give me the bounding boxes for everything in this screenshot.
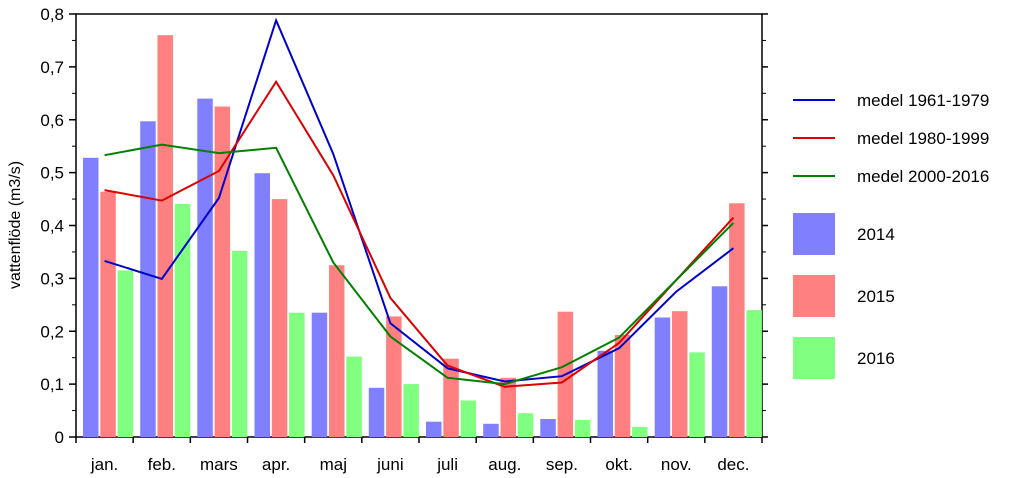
y-tick-label: 0,8 xyxy=(40,5,64,24)
legend-swatch-2016 xyxy=(793,337,835,379)
bar-2014-aug xyxy=(483,423,499,437)
bars xyxy=(83,35,762,438)
bar-2015-mars xyxy=(214,106,231,437)
y-axis-label: vattenflöde (m3/s) xyxy=(7,161,24,289)
x-tick-label-maj: maj xyxy=(320,455,347,474)
legend-label-medel-1980-1999: medel 1980-1999 xyxy=(857,129,989,148)
legend-label-medel-1961-1979: medel 1961-1979 xyxy=(857,91,989,110)
x-tick-label-okt: okt. xyxy=(605,455,632,474)
lines xyxy=(104,17,735,388)
y-tick-label: 0,1 xyxy=(40,375,64,394)
bar-2014-dec xyxy=(711,286,728,437)
bar-2014-sep xyxy=(540,419,556,437)
bar-2016-feb xyxy=(174,203,191,437)
legend-label-2016: 2016 xyxy=(857,349,895,368)
bar-2016-apr xyxy=(289,312,305,437)
bar-2016-juni xyxy=(403,384,419,437)
bar-2016-jan xyxy=(117,270,134,437)
bar-2015-nov xyxy=(672,311,688,437)
bar-2015-maj xyxy=(329,265,345,437)
legend-swatch-2015 xyxy=(793,275,835,317)
y-tick-label: 0,5 xyxy=(40,164,64,183)
bar-2014-apr xyxy=(254,173,270,437)
x-tick-label-apr: apr. xyxy=(262,455,290,474)
x-tick-label-dec: dec. xyxy=(717,455,749,474)
y-tick-label: 0,3 xyxy=(40,269,64,288)
bar-2014-juli xyxy=(426,421,442,437)
bar-2014-maj xyxy=(311,312,328,437)
legend-label-medel-2000-2016: medel 2000-2016 xyxy=(857,167,989,186)
y-tick-label: 0,7 xyxy=(40,58,64,77)
bar-2014-nov xyxy=(654,317,671,437)
x-tick-label-mars: mars xyxy=(200,455,238,474)
bar-2016-sep xyxy=(574,420,591,437)
bar-2016-maj xyxy=(346,356,362,437)
x-tick-label-juli: juli xyxy=(436,455,458,474)
y-tick-label: 0,2 xyxy=(40,322,64,341)
bar-2015-okt xyxy=(614,335,631,437)
y-tick-label: 0,4 xyxy=(40,217,64,236)
bar-2015-aug xyxy=(500,377,516,437)
bar-2016-aug xyxy=(517,413,534,437)
bar-2015-jan xyxy=(100,191,116,437)
x-tick-label-juni: juni xyxy=(376,455,403,474)
bar-2016-okt xyxy=(632,427,648,437)
bar-2015-apr xyxy=(271,199,288,437)
legend: medel 1961-1979 medel 1980-1999 medel 2000… xyxy=(793,91,989,379)
bar-2016-dec xyxy=(746,310,762,437)
bar-2015-dec xyxy=(729,203,745,437)
y-tick-label: 0 xyxy=(55,428,64,447)
x-tick-label-jan: jan. xyxy=(90,455,118,474)
line-medel-2000-2016 xyxy=(104,143,735,386)
axes: 0 0,1 0,2 0,3 0,4 0,5 0,6 0,7 0,8 jan. feb. mars apr… xyxy=(40,5,768,474)
line-medel-1961-1979 xyxy=(104,17,735,383)
bar-2014-jan xyxy=(83,157,99,438)
x-tick-label-sep: sep. xyxy=(546,455,578,474)
bar-2014-feb xyxy=(140,121,156,438)
x-tick-label-feb: feb. xyxy=(148,455,176,474)
bar-2015-feb xyxy=(157,35,173,437)
x-tick-label-nov: nov. xyxy=(661,455,692,474)
x-tick-label-aug: aug. xyxy=(488,455,521,474)
y-tick-label: 0,6 xyxy=(40,111,64,130)
bar-2014-juni xyxy=(368,387,385,437)
bar-2014-okt xyxy=(597,350,613,437)
bar-2016-nov xyxy=(689,352,705,437)
bar-2016-mars xyxy=(231,250,248,437)
legend-label-2015: 2015 xyxy=(857,287,895,306)
bar-2014-mars xyxy=(197,98,213,437)
legend-swatch-2014 xyxy=(793,213,835,255)
bar-2015-juni xyxy=(386,316,402,437)
line-medel-1980-1999 xyxy=(104,79,735,388)
bar-2016-juli xyxy=(460,400,477,437)
legend-label-2014: 2014 xyxy=(857,225,895,244)
